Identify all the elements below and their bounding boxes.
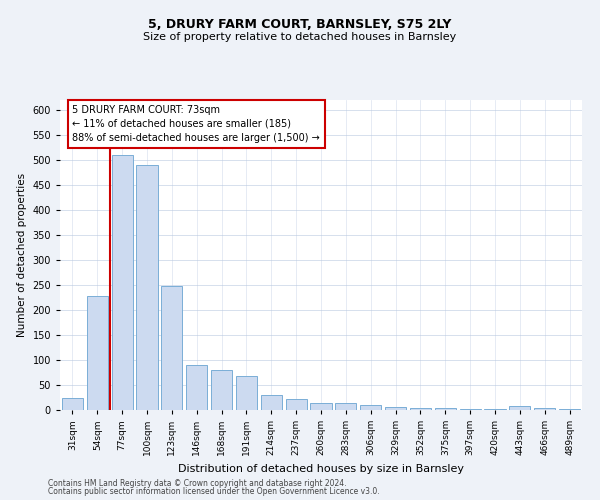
Text: 5 DRURY FARM COURT: 73sqm
← 11% of detached houses are smaller (185)
88% of semi: 5 DRURY FARM COURT: 73sqm ← 11% of detac… <box>73 105 320 143</box>
Bar <box>161 286 182 410</box>
Bar <box>559 409 580 410</box>
Text: Contains public sector information licensed under the Open Government Licence v3: Contains public sector information licen… <box>48 487 380 496</box>
Bar <box>211 370 232 410</box>
Bar <box>236 376 257 410</box>
Bar <box>261 395 282 410</box>
Bar <box>484 409 506 410</box>
Bar <box>186 365 207 410</box>
Text: Contains HM Land Registry data © Crown copyright and database right 2024.: Contains HM Land Registry data © Crown c… <box>48 478 347 488</box>
Bar <box>112 155 133 410</box>
Bar <box>136 165 158 410</box>
Bar <box>435 408 456 410</box>
Bar <box>87 296 108 410</box>
Text: Size of property relative to detached houses in Barnsley: Size of property relative to detached ho… <box>143 32 457 42</box>
Bar <box>335 402 356 410</box>
Bar <box>286 399 307 410</box>
Bar <box>410 408 431 410</box>
Bar <box>62 398 83 410</box>
Bar <box>460 409 481 410</box>
Y-axis label: Number of detached properties: Number of detached properties <box>17 173 27 337</box>
Bar <box>360 405 381 410</box>
Bar <box>534 408 555 410</box>
Bar <box>310 402 332 410</box>
X-axis label: Distribution of detached houses by size in Barnsley: Distribution of detached houses by size … <box>178 464 464 473</box>
Bar <box>509 406 530 410</box>
Bar <box>385 407 406 410</box>
Text: 5, DRURY FARM COURT, BARNSLEY, S75 2LY: 5, DRURY FARM COURT, BARNSLEY, S75 2LY <box>148 18 452 30</box>
